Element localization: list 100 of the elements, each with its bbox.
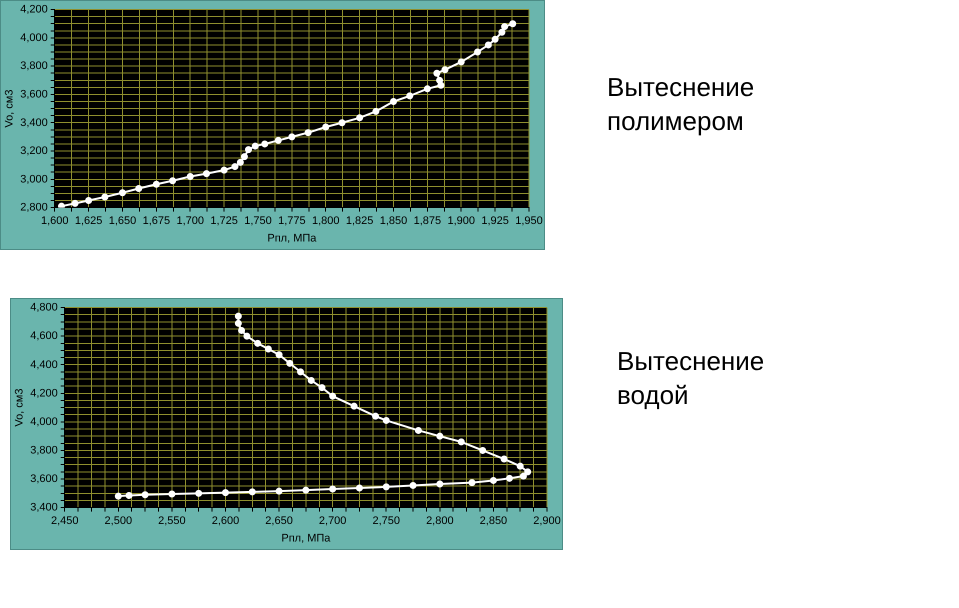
point [186, 172, 194, 180]
point [222, 489, 229, 496]
point [302, 486, 310, 494]
point [492, 36, 499, 43]
point [58, 202, 65, 208]
x-tick-label: 1,850 [380, 215, 408, 228]
point [308, 376, 315, 384]
point [276, 488, 283, 495]
x-tick-label: 1,900 [447, 215, 476, 228]
point [245, 146, 252, 154]
x-axis-title: Рпл, МПа [281, 532, 332, 544]
point [264, 346, 272, 353]
point [406, 92, 414, 100]
point [304, 129, 312, 136]
point [234, 312, 242, 320]
y-tick-label: 4,400 [30, 358, 58, 371]
point [101, 193, 108, 200]
y-tick-label: 4,200 [30, 387, 58, 400]
x-tick-label: 1,750 [244, 215, 272, 228]
point [236, 158, 244, 166]
point [338, 119, 346, 126]
x-tick-label: 2,600 [212, 515, 240, 528]
point [524, 468, 532, 476]
y-tick-label: 3,600 [20, 88, 48, 100]
x-tick-label: 2,750 [372, 515, 400, 528]
point [356, 484, 363, 492]
point [484, 41, 492, 48]
point [424, 85, 431, 92]
x-tick-label: 2,700 [318, 515, 346, 528]
point [474, 48, 482, 56]
point [252, 142, 259, 150]
point [231, 163, 238, 170]
point [322, 123, 330, 130]
y-tick-label: 3,800 [20, 60, 48, 72]
point [195, 490, 202, 497]
point [286, 360, 294, 367]
x-tick-label: 2,550 [158, 515, 186, 528]
point [202, 170, 210, 178]
point [254, 340, 262, 347]
x-tick-label: 1,600 [40, 215, 68, 228]
point [329, 486, 336, 493]
y-tick-label: 3,400 [20, 116, 48, 129]
point [85, 197, 92, 204]
point [234, 320, 242, 327]
point [169, 177, 176, 184]
point [520, 472, 527, 480]
x-tick-label: 1,650 [108, 215, 136, 228]
point [114, 492, 122, 500]
x-tick-label: 1,950 [515, 215, 543, 228]
point [329, 392, 336, 400]
point [390, 98, 397, 106]
point [516, 462, 524, 470]
text: Вытеснение водой [617, 345, 766, 412]
x-tick-label: 2,900 [533, 515, 561, 528]
point [118, 189, 126, 196]
x-tick-label: 1,925 [481, 215, 509, 228]
y-tick-label: 4,000 [30, 416, 58, 428]
point [243, 332, 250, 340]
point [238, 326, 246, 334]
point [356, 114, 364, 122]
x-tick-label: 2,850 [480, 515, 508, 528]
y-tick-label: 4,200 [20, 4, 48, 16]
y-axis-title: Vo, см3 [4, 90, 16, 128]
point [220, 166, 228, 174]
y-tick-label: 3,000 [20, 173, 48, 186]
point [479, 446, 486, 454]
x-tick-label: 2,650 [265, 515, 293, 528]
x-tick-label: 1,700 [176, 215, 204, 228]
point [468, 479, 476, 486]
point [500, 456, 508, 463]
point [436, 480, 444, 488]
x-tick-label: 1,725 [210, 215, 238, 228]
point [142, 491, 149, 498]
point [436, 76, 444, 84]
text: Вытеснение полимером [607, 71, 756, 138]
y-tick-label: 3,400 [30, 502, 58, 514]
y-tick-label: 4,000 [20, 32, 48, 44]
x-tick-label: 1,775 [278, 215, 306, 228]
point [501, 23, 508, 30]
point [382, 483, 390, 490]
point [288, 133, 296, 140]
point [248, 488, 256, 496]
point [458, 438, 465, 446]
y-axis-title: Vo, см3 [14, 388, 26, 427]
point [372, 412, 380, 420]
point [72, 200, 79, 207]
x-tick-label: 2,450 [50, 515, 78, 528]
x-tick-label: 1,875 [414, 215, 442, 228]
point [414, 426, 422, 434]
point [350, 402, 358, 410]
point [441, 66, 448, 74]
point [433, 70, 440, 77]
y-tick-label: 3,600 [30, 473, 58, 486]
point [240, 153, 248, 160]
x-tick-label: 1,625 [74, 215, 102, 228]
point [436, 432, 444, 440]
y-tick-label: 4,600 [30, 330, 58, 342]
point [458, 58, 465, 66]
point [372, 108, 380, 115]
point [410, 482, 417, 489]
